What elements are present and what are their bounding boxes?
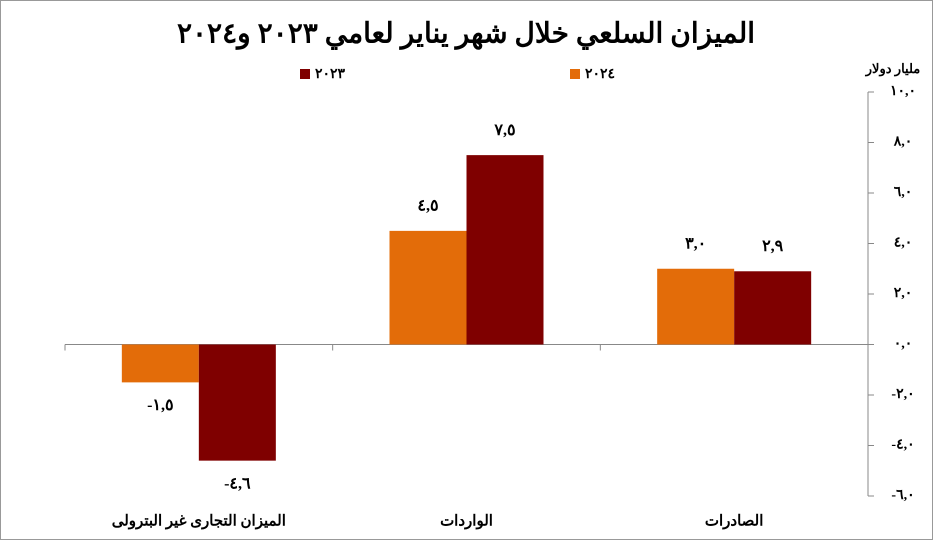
y-tick-label: ١٠,٠: [890, 84, 916, 99]
value-label: ٤,٥: [417, 198, 438, 215]
value-label: ٧,٥: [493, 122, 515, 139]
legend-swatch: [570, 69, 580, 79]
y-tick-label: -٦,٠: [891, 488, 914, 503]
bar: [734, 271, 812, 345]
legend-label: ٢٠٢٣: [315, 67, 346, 82]
value-label: -٤,٦: [224, 475, 251, 492]
y-tick-label: -٤,٠: [891, 438, 914, 453]
value-label: ٢,٩: [762, 238, 784, 255]
x-tick-label: الصادرات: [705, 513, 764, 529]
chart-title: الميزان السلعي خلال شهر يناير لعامي ٢٠٢٣…: [177, 18, 755, 50]
value-label: ٣,٠: [685, 235, 706, 252]
y-tick-label: ٢,٠: [894, 286, 913, 301]
x-tick-label: الواردات: [440, 513, 493, 529]
y-tick-label: ٠,٠: [894, 337, 913, 352]
bar: [657, 268, 735, 345]
legend-swatch: [300, 69, 310, 79]
legend-label: ٢٠٢٤: [585, 67, 615, 82]
bar: [466, 155, 544, 345]
y-tick-label: ٤,٠: [894, 236, 913, 251]
y-tick-label: -٢,٠: [891, 387, 914, 402]
x-tick-label: الميزان التجارى غير البترولى: [112, 513, 286, 529]
value-label: -١,٥: [147, 397, 174, 414]
y-axis-label: مليار دولار: [865, 61, 920, 77]
bar: [389, 230, 467, 345]
y-tick-label: ٦,٠: [894, 185, 913, 200]
bar: [198, 344, 276, 461]
bar: [121, 344, 199, 383]
y-tick-label: ٨,٠: [893, 135, 913, 150]
